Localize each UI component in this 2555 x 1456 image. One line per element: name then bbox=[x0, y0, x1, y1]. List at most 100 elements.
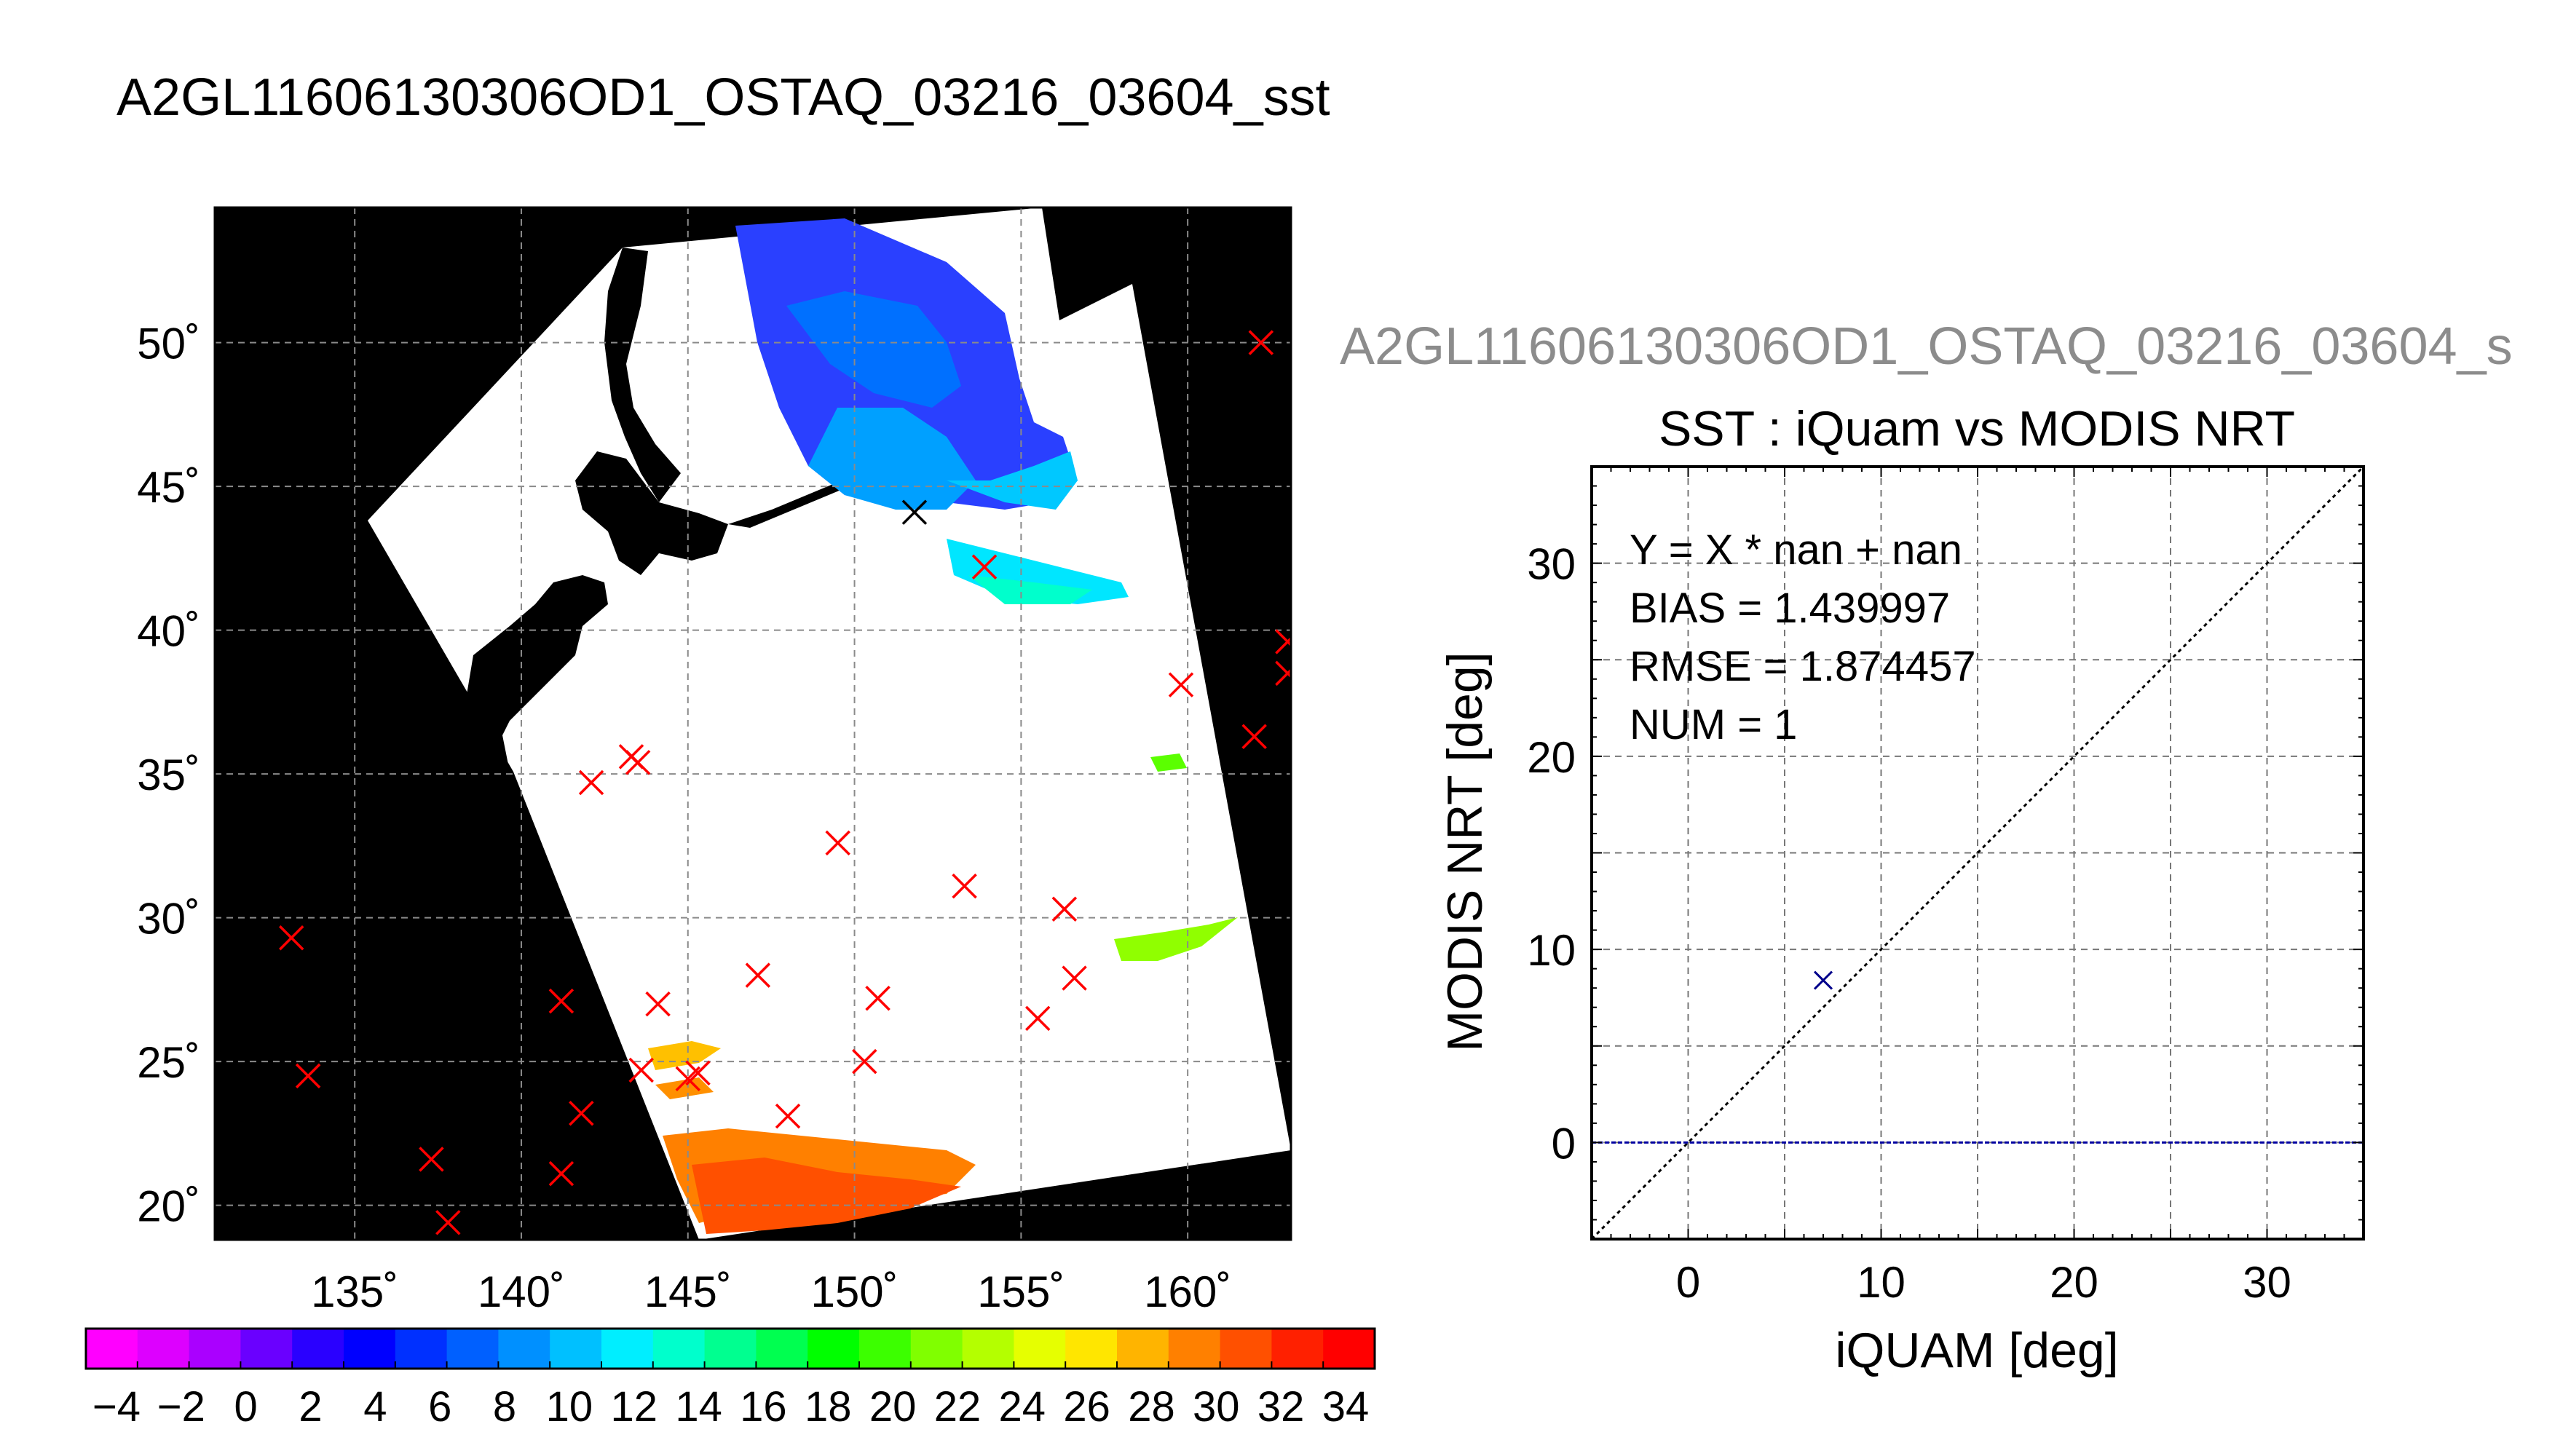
lat-tick-label: 30˚ bbox=[137, 895, 200, 943]
colorbar-label: 18 bbox=[805, 1383, 852, 1431]
lon-tick-label: 135˚ bbox=[311, 1267, 398, 1316]
x-tick-label: 30 bbox=[2243, 1258, 2291, 1307]
point-stroke bbox=[1813, 970, 1833, 990]
marker-stroke bbox=[295, 1063, 321, 1089]
scatter-point bbox=[1813, 970, 1833, 990]
fit-stat-line: Y = X * nan + nan bbox=[1630, 526, 1962, 574]
colorbar-label: 12 bbox=[610, 1383, 657, 1431]
observation-marker bbox=[971, 554, 998, 579]
observation-marker bbox=[435, 1210, 461, 1235]
y-axis-label: MODIS NRT [deg] bbox=[1437, 652, 1493, 1051]
marker-stroke bbox=[279, 925, 304, 951]
observation-marker bbox=[1062, 965, 1087, 991]
colorbar-frame bbox=[84, 1327, 1376, 1370]
marker-stroke bbox=[952, 873, 977, 899]
figure-subtitle: A2GL11606130306OD1_OSTAQ_03216_03604_s bbox=[1340, 317, 2513, 376]
colorbar-cell bbox=[704, 1329, 757, 1369]
colorbar-cell bbox=[86, 1329, 138, 1369]
colorbar-cell bbox=[859, 1329, 912, 1369]
y-tick-label: 30 bbox=[1527, 540, 1576, 589]
observation-marker bbox=[825, 830, 850, 856]
observation-marker bbox=[625, 750, 651, 775]
lat-tick-label: 35˚ bbox=[137, 751, 200, 799]
marker-stroke bbox=[901, 499, 928, 525]
sst-map-panel: 135˚ 140˚ 145˚ 150˚ 155˚ 160˚ 20˚ 25˚ 30˚ 35˚ 40˚ 4… bbox=[137, 206, 1292, 1316]
colorbar-labels: −4 −2 0 2 4 6 8 10 12 14 16 18 20 22 24 26 28 30 32 34 bbox=[92, 1383, 1369, 1431]
observation-markers bbox=[279, 330, 1291, 1235]
observation-marker bbox=[1241, 724, 1267, 750]
x-tick-label: 10 bbox=[1857, 1258, 1906, 1307]
colorbar-label: 8 bbox=[493, 1383, 516, 1431]
colorbar-cells bbox=[86, 1329, 1375, 1369]
colorbar-cell bbox=[1271, 1329, 1324, 1369]
fit-stat-line: RMSE = 1.874457 bbox=[1630, 643, 1976, 690]
observation-marker bbox=[675, 1066, 701, 1092]
observation-marker bbox=[1051, 896, 1078, 922]
marker-stroke bbox=[625, 750, 651, 775]
fit-stat-line: BIAS = 1.439997 bbox=[1630, 585, 1950, 632]
colorbar-cell bbox=[601, 1329, 654, 1369]
observation-marker bbox=[548, 1160, 574, 1187]
colorbar-label: 0 bbox=[234, 1383, 258, 1431]
marker-stroke bbox=[1168, 672, 1194, 697]
marker-stroke bbox=[971, 554, 998, 579]
sst-patches bbox=[648, 218, 1238, 1234]
colorbar-cell bbox=[240, 1329, 293, 1369]
colorbar-label: 26 bbox=[1063, 1383, 1110, 1431]
observation-marker bbox=[1024, 1005, 1051, 1032]
colorbar-cell bbox=[137, 1329, 190, 1369]
matched-observation-marker bbox=[901, 499, 928, 525]
x-tick-label: 0 bbox=[1676, 1258, 1700, 1307]
observation-marker bbox=[775, 1103, 801, 1129]
fit-stat-line: NUM = 1 bbox=[1630, 701, 1797, 748]
observation-marker bbox=[645, 991, 671, 1017]
colorbar-cell bbox=[446, 1329, 499, 1369]
colorbar-label: 16 bbox=[740, 1383, 787, 1431]
colorbar-cell bbox=[344, 1329, 396, 1369]
x-tick-label: 20 bbox=[2050, 1258, 2098, 1307]
colorbar-cell bbox=[1168, 1329, 1221, 1369]
observation-marker bbox=[852, 1048, 877, 1075]
colorbar-label: 20 bbox=[869, 1383, 917, 1431]
observation-marker bbox=[1275, 660, 1291, 687]
marker-stroke bbox=[419, 1147, 444, 1172]
colorbar-cell bbox=[550, 1329, 602, 1369]
x-axis-label: iQUAM [deg] bbox=[1835, 1323, 2118, 1378]
marker-stroke bbox=[1275, 668, 1291, 687]
marker-stroke bbox=[865, 985, 891, 1011]
marker-stroke bbox=[852, 1048, 877, 1075]
colorbar-cell bbox=[807, 1329, 860, 1369]
marker-stroke bbox=[548, 1160, 574, 1187]
colorbar-cell bbox=[1014, 1329, 1066, 1369]
map-gridlines bbox=[215, 207, 1291, 1240]
observation-marker bbox=[578, 769, 604, 796]
lon-tick-label: 140˚ bbox=[478, 1267, 565, 1316]
figure-title: A2GL11606130306OD1_OSTAQ_03216_03604_sst bbox=[117, 68, 1330, 127]
colorbar-label: −2 bbox=[157, 1383, 205, 1431]
colorbar-cell bbox=[1065, 1329, 1118, 1369]
colorbar-label: 14 bbox=[675, 1383, 722, 1431]
marker-stroke bbox=[435, 1210, 461, 1235]
observation-marker bbox=[548, 988, 574, 1014]
fit-stats: Y = X * nan + nan BIAS = 1.439997 RMSE = 1… bbox=[1630, 526, 1976, 748]
lon-tick-label: 150˚ bbox=[811, 1267, 899, 1316]
axis-ticks: 0 10 20 30 0 10 20 30 bbox=[1527, 466, 2364, 1307]
observation-marker bbox=[279, 925, 304, 951]
map-frame bbox=[213, 206, 1292, 1241]
observation-marker bbox=[295, 1063, 321, 1089]
colorbar-label: 30 bbox=[1193, 1383, 1240, 1431]
colorbar-label: 32 bbox=[1257, 1383, 1305, 1431]
y-tick-label: 20 bbox=[1527, 733, 1576, 782]
colorbar-cell bbox=[910, 1329, 963, 1369]
observation-marker bbox=[1275, 629, 1291, 654]
marker-stroke bbox=[645, 991, 671, 1017]
marker-stroke bbox=[1062, 965, 1087, 991]
y-tick-label: 10 bbox=[1527, 926, 1576, 975]
marker-stroke bbox=[569, 1100, 594, 1126]
colorbar-label: 28 bbox=[1128, 1383, 1175, 1431]
lon-tick-label: 155˚ bbox=[977, 1267, 1065, 1316]
colorbar-label: 2 bbox=[299, 1383, 322, 1431]
marker-stroke bbox=[825, 830, 850, 856]
marker-stroke bbox=[1024, 1005, 1051, 1032]
lon-tick-label: 145˚ bbox=[644, 1267, 732, 1316]
